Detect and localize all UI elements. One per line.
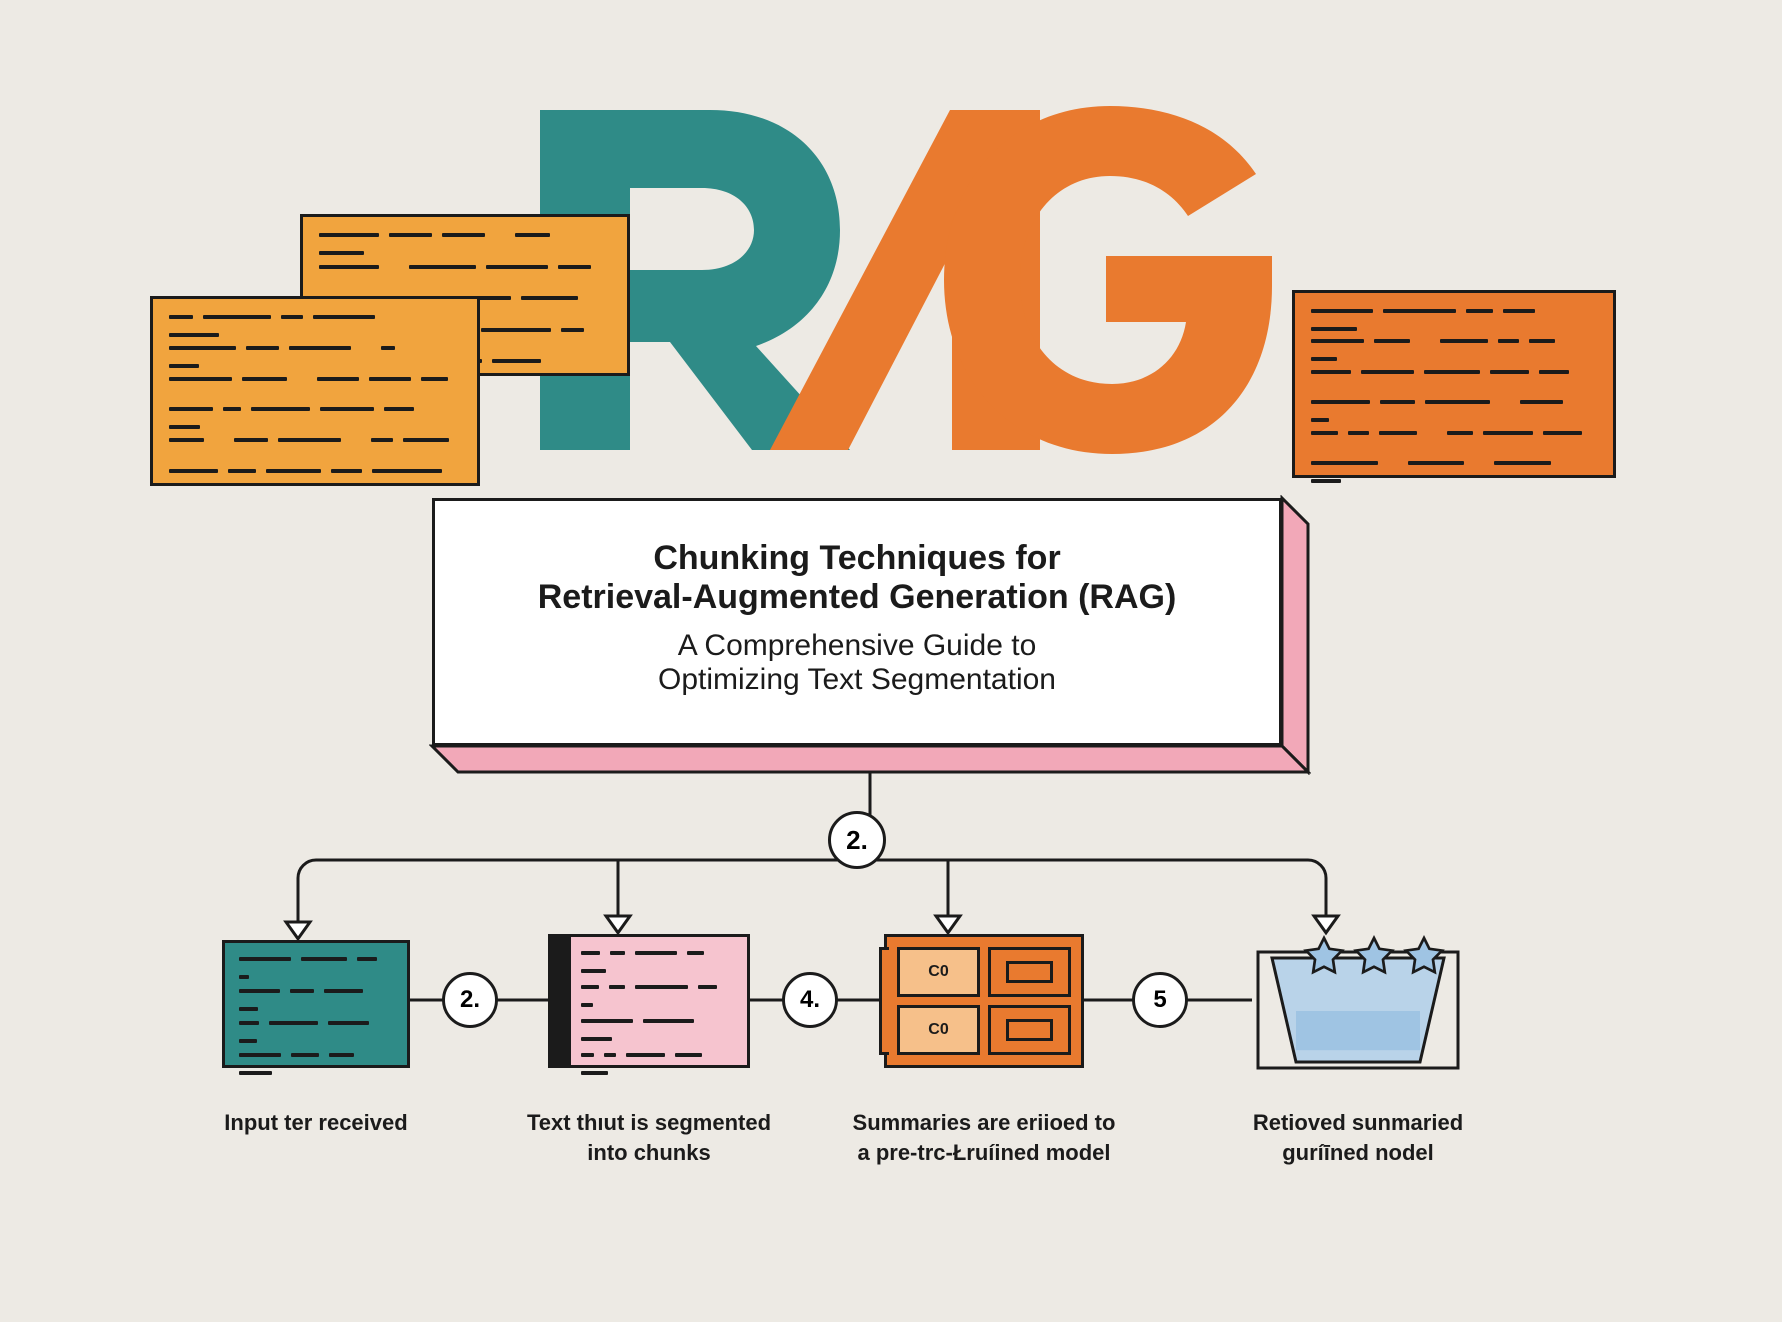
branch-number-circle: 2. xyxy=(828,811,886,869)
step-label-2: Text thıut is segmentedinto chunks xyxy=(479,1108,819,1167)
step-card-model: C0 C0 xyxy=(884,934,1084,1068)
step-label-1: Input ter received xyxy=(146,1108,486,1138)
step-label-3: Summaries are eriioed toa pre-trc-Łruíin… xyxy=(814,1108,1154,1167)
step-card-output xyxy=(1252,934,1464,1074)
step-label-4: Retioved sunmariedguríīned nodel xyxy=(1188,1108,1528,1167)
step-card-input xyxy=(222,940,410,1068)
step-number-circle-3: 5 xyxy=(1132,972,1188,1028)
step-card-segment xyxy=(548,934,750,1068)
step-number-circle-2: 4. xyxy=(782,972,838,1028)
infographic-canvas: Chunking Techniques for Retrieval-Augmen… xyxy=(0,0,1782,1322)
step-number-circle-1: 2. xyxy=(442,972,498,1028)
